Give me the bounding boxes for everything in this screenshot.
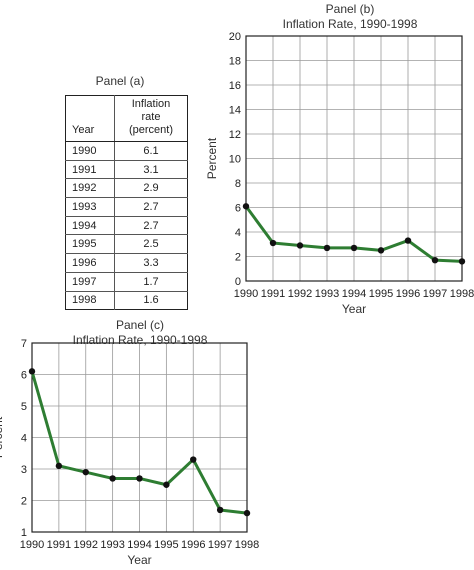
panel-b-y-tick-label: 8 [235,178,241,190]
panel-b-title: Panel (b) Inflation Rate, 1990-1998 [230,2,470,32]
panel-b-y-tick-label: 18 [229,56,241,68]
table-cell-year: 1996 [65,253,115,273]
panel-b-y-tick-label: 20 [229,31,241,43]
panel-c-data-point [109,475,116,482]
panel-b-data-point [350,244,358,252]
table-cell-rate: 2.5 [114,234,188,254]
panel-b-data-point [431,256,439,264]
panel-c-x-tick-label: 1991 [47,539,71,551]
panel-c-x-tick-label: 1997 [208,539,232,551]
panel-b-y-tick-label: 10 [229,154,241,166]
panel-c-data-point [136,475,143,482]
table-header-row: Year Inflation rate (percent) [65,95,188,142]
inflation-table: Year Inflation rate (percent) 1990 6.1 19… [65,95,188,311]
panel-b-y-tick-label: 4 [235,227,241,239]
panel-b-x-tick-label: 1992 [288,288,312,300]
panel-b-x-tick-label: 1997 [423,288,447,300]
panel-a-title: Panel (a) [95,74,145,88]
table-cell-rate: 1.6 [114,290,188,310]
table-cell-rate: 3.1 [114,159,188,179]
table-cell-year: 1993 [65,197,115,217]
panel-c-y-tick-label: 3 [21,464,27,476]
table-cell-year: 1992 [65,178,115,198]
panel-b-y-tick-label: 0 [235,276,241,288]
panel-b-data-point [404,237,412,244]
panel-c-data-point [163,481,170,488]
panel-b-x-tick-label: 1994 [342,288,366,300]
panel-c-plot-frame [31,342,248,533]
panel-c-data-point [243,509,251,517]
table-cell-rate: 1.7 [114,271,188,291]
table-cell-year: 1991 [65,159,115,179]
panel-c-y-tick-label: 5 [21,401,27,413]
panel-c-data-point [216,506,224,514]
panel-b-data-point [242,203,250,210]
panel-c-data-point [55,462,63,470]
table-row: 1992 2.9 [65,178,188,198]
table-cell-year: 1997 [65,271,115,291]
panel-c-data-point [28,368,36,375]
panel-c-x-tick-label: 1990 [20,539,44,551]
table-row: 1993 2.7 [65,197,188,217]
panel-b-y-tick-label: 6 [235,203,241,215]
panel-b-data-point [323,244,331,252]
table-header-year: Year [65,95,115,142]
panel-b-y-tick-label: 2 [235,252,241,264]
table-row: 1990 6.1 [65,141,188,161]
panel-b-data-point [296,242,304,249]
table-cell-year: 1994 [65,215,115,235]
table-cell-year: 1998 [65,290,115,310]
panel-b-y-tick-label: 12 [229,129,241,141]
table-cell-rate: 2.7 [114,197,188,217]
panel-c-x-tick-label: 1995 [154,539,178,551]
panel-c-x-tick-label: 1993 [100,539,124,551]
panel-c-y-tick-label: 7 [21,338,27,350]
table-row: 1996 3.3 [65,253,188,273]
panel-b-plot-frame [245,35,463,282]
table-cell-year: 1995 [65,234,115,254]
panel-c-y-tick-label: 4 [21,433,27,445]
table-row: 1994 2.7 [65,215,188,235]
panel-b-x-tick-label: 1991 [261,288,285,300]
table-cell-rate: 3.3 [114,253,188,273]
table-cell-rate: 2.7 [114,215,188,235]
panel-c-x-tick-label: 1994 [127,539,151,551]
panel-c-x-tick-label: 1998 [235,539,259,551]
table-cell-year: 1990 [65,141,115,161]
panel-b-chart-title: Inflation Rate, 1990-1998 [282,17,418,31]
panel-b-y-tick-label: 14 [229,105,241,117]
table-header-rate: Inflation rate (percent) [114,95,188,142]
panel-b-y-tick-label: 16 [229,80,241,92]
panel-c-y-tick-label: 6 [21,370,27,382]
table-cell-rate: 6.1 [143,144,159,157]
table-cell-rate: 2.9 [114,178,188,198]
panel-c-x-axis-label: Year [127,553,151,567]
panel-c-x-tick-label: 1996 [181,539,205,551]
panel-b-data-point [458,258,466,265]
table-row: 1991 3.1 [65,159,188,179]
panel-b-x-tick-label: 1998 [450,288,474,300]
panel-c-x-tick-label: 1992 [74,539,98,551]
panel-c-label: Panel (c) [115,318,165,332]
table-header-rate-text: Inflation rate (percent) [128,98,174,136]
table-row: 1997 1.7 [65,271,188,291]
panel-b-y-axis-label: Percent [205,137,219,179]
panel-b-data-point [269,239,277,247]
panel-b-x-tick-label: 1990 [234,288,258,300]
table-row: 1995 2.5 [65,234,188,254]
panel-b-label: Panel (b) [325,2,375,16]
panel-c-data-point [190,456,197,463]
panel-b-data-point [377,247,385,254]
panel-c-data-point [82,468,89,476]
panel-c-y-tick-label: 1 [21,527,27,539]
panel-b-x-tick-label: 1993 [315,288,339,300]
table-row: 1998 1.6 [65,290,188,310]
panel-c-y-axis-label: Percent [0,416,5,458]
panel-b-x-axis-label: Year [342,302,366,316]
panel-c-y-tick-label: 2 [21,496,27,508]
panel-b-x-tick-label: 1995 [369,288,393,300]
panel-b-x-tick-label: 1996 [396,288,420,300]
